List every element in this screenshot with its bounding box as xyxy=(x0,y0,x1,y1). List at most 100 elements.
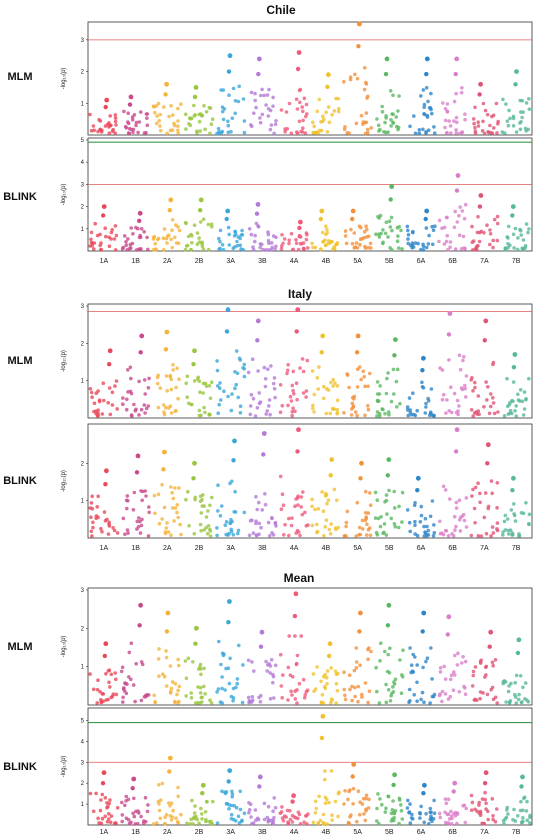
snp-point xyxy=(169,801,174,805)
snp-point xyxy=(228,656,232,661)
snp-peak-point xyxy=(101,204,107,210)
snp-point xyxy=(273,805,278,810)
snp-point xyxy=(357,525,362,530)
snp-point xyxy=(378,797,382,801)
snp-peak-point xyxy=(446,614,452,620)
snp-point xyxy=(176,241,181,246)
snp-point xyxy=(255,406,260,410)
snp-point xyxy=(176,225,180,229)
snp-point xyxy=(246,695,251,700)
y-tick-label: 3 xyxy=(81,182,85,188)
snp-point xyxy=(162,105,166,109)
snp-point xyxy=(174,385,178,390)
snp-point xyxy=(200,114,204,118)
snp-point xyxy=(230,789,234,794)
snp-point xyxy=(123,124,128,129)
snp-peak-point xyxy=(296,50,302,55)
snp-point xyxy=(437,811,442,816)
snp-point xyxy=(507,402,512,407)
snp-point xyxy=(305,358,310,363)
chromosome-label: 7A xyxy=(480,545,489,552)
snp-point xyxy=(262,817,267,822)
snp-point xyxy=(455,821,459,826)
snp-point xyxy=(387,488,391,493)
snp-point xyxy=(411,245,416,249)
snp-point xyxy=(454,506,459,510)
snp-point xyxy=(169,818,174,822)
snp-point xyxy=(364,793,369,798)
snp-point xyxy=(177,663,181,668)
y-tick-label: 1 xyxy=(81,379,85,385)
snp-point xyxy=(218,228,223,233)
snp-point xyxy=(464,395,468,399)
snp-point xyxy=(333,381,337,385)
snp-point xyxy=(386,130,390,134)
snp-point xyxy=(253,239,257,244)
snp-point xyxy=(108,820,113,825)
snp-point xyxy=(397,225,402,229)
snp-point xyxy=(238,404,243,409)
snp-point xyxy=(201,493,205,497)
snp-point xyxy=(113,224,118,228)
snp-point xyxy=(464,806,469,811)
snp-point xyxy=(121,695,125,700)
snp-point xyxy=(375,392,380,396)
snp-point xyxy=(226,533,230,537)
snp-point xyxy=(432,125,436,129)
snp-point xyxy=(278,652,283,657)
snp-point xyxy=(220,789,224,794)
snp-point xyxy=(107,812,111,816)
snp-point xyxy=(360,527,365,531)
snp-point xyxy=(304,395,308,399)
snp-point xyxy=(384,498,389,503)
snp-point xyxy=(399,228,403,233)
snp-point xyxy=(249,232,254,237)
snp-point xyxy=(505,119,510,123)
snp-point xyxy=(321,396,326,401)
snp-point xyxy=(415,408,420,413)
snp-point xyxy=(316,387,321,391)
snp-point xyxy=(229,812,234,817)
snp-point xyxy=(255,338,260,343)
chromosome-label: 4B xyxy=(322,545,331,552)
snp-point xyxy=(476,481,480,486)
snp-point xyxy=(290,410,295,414)
snp-point xyxy=(169,411,174,415)
snp-point xyxy=(208,527,212,532)
snp-point xyxy=(352,231,357,235)
snp-point xyxy=(168,664,173,668)
snp-point xyxy=(354,534,359,538)
snp-point xyxy=(330,113,334,117)
snp-point xyxy=(491,245,495,250)
snp-point xyxy=(99,798,103,802)
snp-peak-point xyxy=(101,770,107,776)
snp-point xyxy=(342,80,346,84)
snp-point xyxy=(113,384,117,388)
snp-point xyxy=(256,71,261,77)
snp-point xyxy=(223,523,228,527)
snp-point xyxy=(329,697,334,701)
snp-point xyxy=(109,230,114,235)
snp-peak-point xyxy=(327,641,333,647)
snp-point xyxy=(367,689,372,693)
snp-point xyxy=(399,691,404,695)
snp-point xyxy=(520,700,524,704)
snp-point xyxy=(487,644,492,649)
snp-point xyxy=(384,220,389,224)
snp-point xyxy=(438,666,443,670)
snp-point xyxy=(314,806,319,811)
snp-point xyxy=(384,533,389,537)
snp-point xyxy=(110,390,115,395)
snp-point xyxy=(374,530,379,535)
snp-point xyxy=(162,674,167,679)
snp-point xyxy=(162,248,166,252)
chromosome-label: 4A xyxy=(290,258,299,265)
snp-point xyxy=(215,526,219,530)
snp-point xyxy=(199,672,203,677)
snp-point xyxy=(330,813,334,817)
snp-point xyxy=(491,814,495,818)
snp-point xyxy=(107,362,112,367)
snp-point xyxy=(325,682,329,686)
snp-point xyxy=(366,384,370,389)
snp-point xyxy=(139,698,144,703)
